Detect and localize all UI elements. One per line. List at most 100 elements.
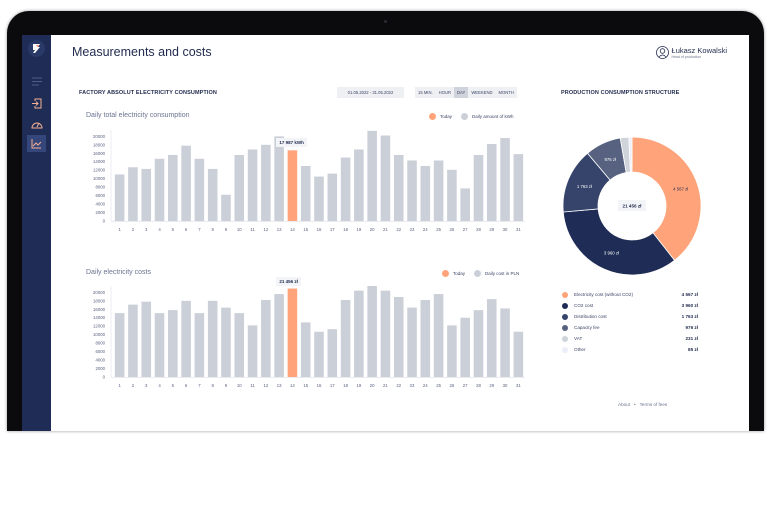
bar[interactable] [460,188,470,221]
bar[interactable] [420,299,431,377]
period-weekend[interactable]: WEEKEND [471,90,493,95]
bar[interactable] [274,136,284,221]
bar[interactable] [141,168,152,221]
bar[interactable] [433,160,444,221]
import-icon[interactable] [29,97,44,110]
bar[interactable] [500,138,510,221]
bar[interactable] [354,290,364,377]
bar-today[interactable] [287,288,298,377]
bar[interactable] [380,290,391,377]
x-tick-label: 30 [503,383,508,388]
cost-legend: Today Daily cost in PLN [442,270,519,277]
user-profile[interactable]: Łukasz Kowalski Head of production [655,46,727,59]
user-icon [655,46,669,59]
period-month[interactable]: MONTH [498,90,514,95]
bar[interactable] [128,167,138,221]
bar[interactable] [207,168,218,221]
bar[interactable] [194,313,205,377]
legend-today-swatch [429,113,436,120]
bar[interactable] [407,160,417,221]
x-tick-label: 19 [356,383,361,388]
x-tick-label: 28 [476,383,481,388]
bar[interactable] [354,149,364,221]
bar[interactable] [221,194,231,221]
bar[interactable] [500,308,510,377]
x-tick-label: 4 [158,383,161,388]
bar[interactable] [393,297,404,377]
consumption-section-title: FACTORY ABSOLUT ELECTRICITY CONSUMPTION [79,90,217,96]
menu-icon[interactable] [29,75,44,88]
y-tick-label: 2000 [95,366,105,371]
bar[interactable] [181,300,191,377]
bar[interactable] [234,154,245,221]
bar[interactable] [234,313,245,377]
bar[interactable] [327,173,338,221]
bar[interactable] [207,300,218,377]
bar[interactable] [300,322,311,377]
bar[interactable] [447,325,457,377]
x-tick-label: 13 [277,383,282,388]
legend-label: Distribution cost [574,314,607,319]
x-tick-label: 16 [317,383,322,388]
bar[interactable] [247,325,258,377]
bar[interactable] [513,154,524,221]
bar[interactable] [393,154,404,221]
bar[interactable] [314,176,324,221]
bar[interactable] [168,310,178,377]
y-tick-label: 20000 [93,290,106,295]
sidebar-item-measurements[interactable] [27,135,46,152]
bar[interactable] [261,144,271,221]
bar[interactable] [367,130,377,221]
bar[interactable] [340,157,351,221]
x-tick-label: 9 [225,227,228,232]
bar-today[interactable] [287,150,298,221]
bar[interactable] [486,143,497,221]
donut-slice[interactable] [631,136,702,261]
gauge-icon[interactable] [29,118,44,131]
bar[interactable] [473,154,484,221]
bar[interactable] [194,158,205,221]
bar[interactable] [247,149,258,221]
date-range-picker[interactable]: 01.05.2022 - 31.05.2022 [337,87,404,98]
period-hour[interactable]: HOUR [438,90,452,95]
bar[interactable] [420,165,431,221]
bar[interactable] [460,317,470,377]
x-tick-label: 24 [423,383,428,388]
bar[interactable] [300,165,311,221]
legend-row: Capacity fee 976 zł [562,322,698,333]
bar[interactable] [128,304,138,377]
bar[interactable] [261,299,271,377]
donut-slice[interactable] [562,208,676,276]
bar[interactable] [141,301,152,377]
bar[interactable] [340,299,351,377]
bar[interactable] [407,307,417,377]
bar[interactable] [181,145,191,221]
legend-today-label: Today [453,271,466,276]
period-day[interactable]: DAY [454,87,469,98]
bar[interactable] [221,307,231,377]
bar[interactable] [274,294,284,377]
bar[interactable] [513,331,524,377]
bar[interactable] [114,313,125,377]
terms-link[interactable]: Terms of fees [639,402,668,407]
bar[interactable] [433,294,444,377]
bar[interactable] [168,154,178,221]
bar[interactable] [154,158,165,221]
bar[interactable] [314,331,324,377]
donut-slice[interactable] [628,136,633,173]
period-15min[interactable]: 15 MIN. [418,90,433,95]
bar[interactable] [367,286,377,377]
bar[interactable] [327,329,338,377]
bar[interactable] [447,169,457,221]
logo-icon[interactable] [28,40,45,57]
bar[interactable] [114,174,125,221]
about-link[interactable]: About [618,402,631,407]
donut-slice-label: 4 567 zł [673,187,688,192]
bar[interactable] [473,310,484,377]
x-tick-label: 27 [463,383,468,388]
bar[interactable] [380,135,391,221]
x-tick-label: 28 [476,227,481,232]
legend-label: VAT [574,336,583,341]
bar[interactable] [486,299,497,377]
bar[interactable] [154,313,165,377]
